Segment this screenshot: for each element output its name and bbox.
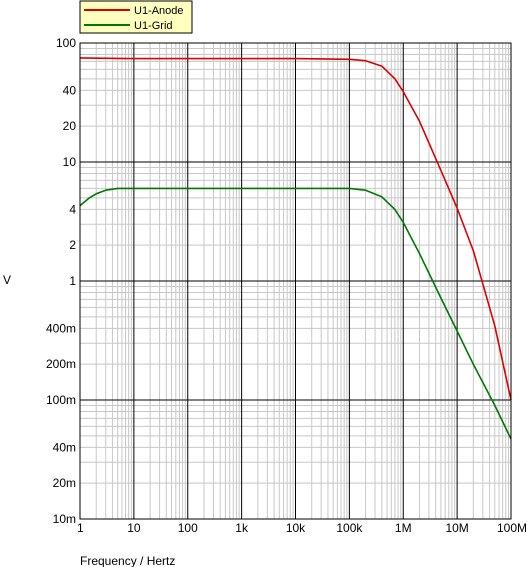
- y-tick-label: 200m: [46, 357, 76, 371]
- x-tick-label: 1M: [395, 521, 412, 535]
- plot-frame: [79, 42, 512, 520]
- y-tick-label: 100m: [46, 393, 76, 407]
- y-tick-label: 20: [63, 119, 77, 133]
- y-tick-label: 1: [69, 274, 76, 288]
- x-tick-label: 100: [178, 521, 198, 535]
- y-tick-label: 2: [69, 238, 76, 252]
- y-tick-label: 100: [56, 36, 76, 50]
- y-tick-label: 20m: [53, 476, 76, 490]
- x-tick-label: 10: [127, 521, 141, 535]
- x-tick-labels: 1 10 100 1k 10k 100k 1M 10M 100M: [77, 521, 527, 535]
- y-tick-label: 40m: [53, 440, 76, 454]
- x-axis-label: Frequency / Hertz: [80, 554, 175, 567]
- legend-anode-label: U1-Anode: [134, 5, 184, 17]
- series-layer: [79, 57, 512, 440]
- x-tick-label: 1: [77, 521, 84, 535]
- series-line-u1-anode: [79, 57, 512, 401]
- legend-grid-label: U1-Grid: [134, 20, 173, 32]
- legend: U1-Anode U1-Grid: [79, 0, 193, 34]
- y-axis-label: V: [3, 273, 11, 287]
- x-tick-label: 10k: [286, 521, 306, 535]
- y-tick-label: 40: [63, 83, 77, 97]
- y-tick-label: 400m: [46, 321, 76, 335]
- legend-box: [79, 0, 193, 34]
- y-tick-label: 10m: [53, 512, 76, 526]
- x-tick-label: 100k: [336, 521, 363, 535]
- x-tick-label: 1k: [235, 521, 249, 535]
- x-tick-label: 10M: [445, 521, 468, 535]
- x-tick-label: 100M: [497, 521, 527, 535]
- y-tick-label: 4: [69, 202, 76, 216]
- y-tick-label: 10: [63, 155, 77, 169]
- y-tick-labels: 100 10 1 100m 10m 40 20 4 2 400m 200m 40m 20m: [46, 36, 76, 526]
- series-line-u1-grid: [79, 187, 512, 440]
